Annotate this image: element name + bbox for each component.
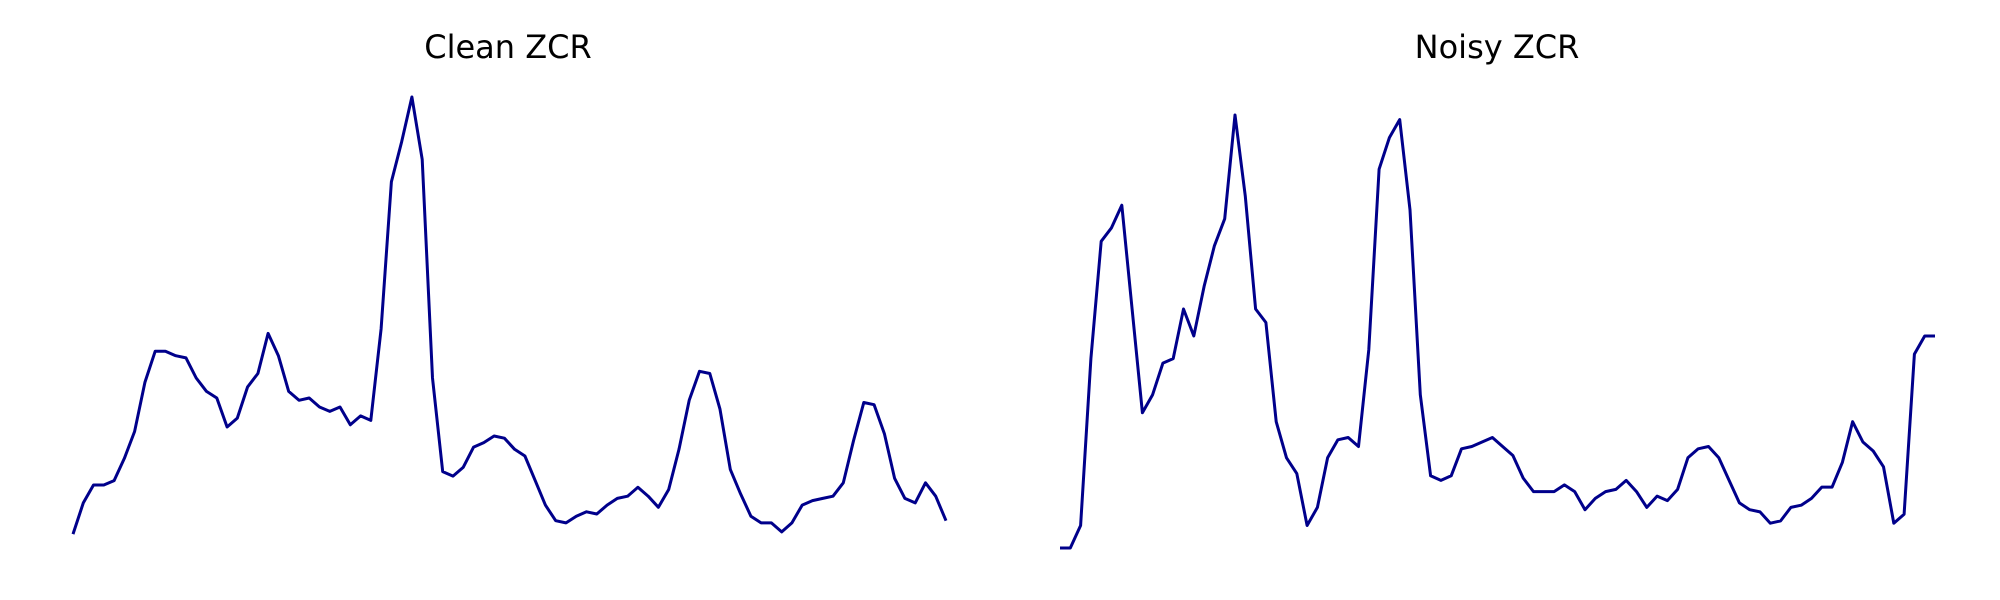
clean-zcr-panel: Clean ZCR <box>71 28 948 535</box>
clean-zcr-line <box>71 95 948 535</box>
noisy-zcr-line <box>1060 113 1935 550</box>
clean-zcr-title: Clean ZCR <box>424 28 591 66</box>
noisy-zcr-panel: Noisy ZCR <box>1060 28 1935 550</box>
noisy-zcr-title: Noisy ZCR <box>1415 28 1580 66</box>
